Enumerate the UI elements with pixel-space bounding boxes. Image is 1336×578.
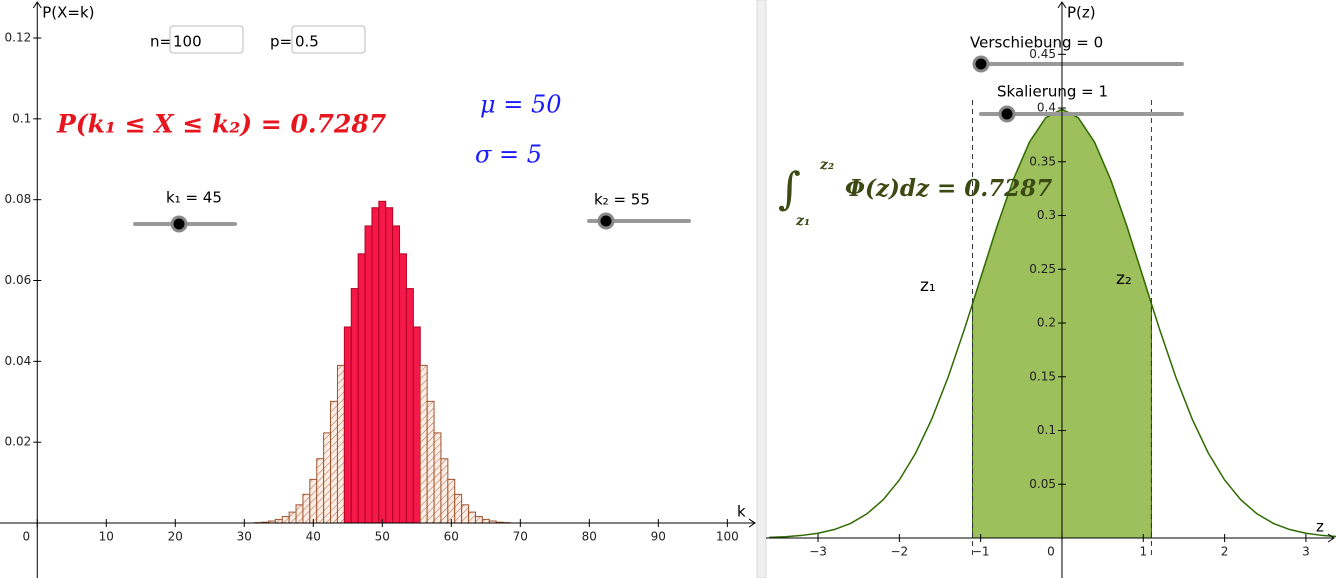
y-axis-arrow [32,1,42,9]
y-tick-label: 0.06 [5,273,32,287]
bar [357,253,366,524]
x-tick-label: 90 [651,530,666,544]
bar [336,364,345,524]
y-tick-label: 0.12 [5,30,32,44]
slider-knob[interactable] [597,212,615,230]
input-value[interactable]: 100 [173,33,202,51]
bar [426,400,435,524]
input-value[interactable]: 0.5 [295,33,319,51]
bar [405,288,414,524]
y-tick-label: 0.25 [1029,262,1056,276]
y-tick-label: 0.1 [1037,423,1056,437]
integral-upper: z₂ [819,157,834,173]
y-tick-label: 0.45 [1029,47,1056,61]
bar [364,225,373,524]
x-tick-label: 30 [237,530,252,544]
y-axis-label: P(X=k) [42,4,94,22]
bar [378,200,387,524]
input-label: p= [270,33,292,51]
x-axis-label: k [737,503,746,521]
bar [385,207,394,524]
y-tick-label: 0.02 [5,435,32,449]
integral-body: Φ(z)dz = 0.7287 [845,175,1052,202]
probability-formula: P(k₁ ≤ X ≤ k₂) = 0.7287 [56,110,387,139]
y-tick-label: 0.1 [12,111,31,125]
bar [461,504,470,524]
bar [481,518,490,524]
slider-label: k₂ = 55 [594,191,650,209]
y-axis-label: P(z) [1067,4,1096,22]
bar [412,326,421,524]
slider-label: Skalierung = 1 [997,83,1108,101]
bound-label: z₂ [1116,269,1132,289]
slider-knob[interactable] [170,215,188,233]
input-label: n= [150,33,172,51]
bar [330,400,338,524]
x-axis-arrow [1327,533,1335,543]
bar [392,225,401,524]
input-box[interactable] [291,25,366,54]
input-box[interactable] [169,25,244,54]
bar [454,493,463,524]
bar [302,493,311,524]
x-tick-label: 0 [1047,545,1055,559]
bar [447,478,456,524]
bar [316,458,325,524]
y-tick-label: 0.2 [1037,316,1056,330]
bar [281,516,290,524]
x-tick-label: 20 [168,530,183,544]
bound-label: z₁ [920,276,936,296]
bar [371,207,380,524]
x-tick-label: 60 [444,530,459,544]
bar [323,432,332,524]
x-tick-label: 70 [513,530,528,544]
y-axis-arrow [1057,1,1067,9]
bar [433,432,442,524]
bar [295,504,304,524]
y-tick-label: 0.3 [1037,208,1056,222]
bar [343,326,352,524]
y-tick-label: 0.08 [5,192,32,206]
x-axis-arrow [748,518,756,528]
x-tick-label: −3 [809,545,827,559]
x-tick-label: 3 [1302,545,1310,559]
x-axis-label: z [1316,518,1324,536]
x-tick-label: 50 [375,530,390,544]
x-tick-label: 10 [99,530,114,544]
sd-label: σ = 5 [475,141,542,169]
integral-sign: ∫ [778,164,801,215]
bar [350,288,359,524]
bar [274,518,283,524]
panel-divider[interactable] [756,0,767,578]
slider-knob[interactable] [998,105,1016,123]
slider-knob[interactable] [972,55,990,73]
slider-label: k₁ = 45 [166,189,222,207]
x-tick-label: 1 [1139,545,1147,559]
x-tick-label: −2 [891,545,909,559]
y-tick-label: 0.04 [5,354,32,368]
bar [309,478,318,524]
y-tick-label: 0.4 [1037,101,1056,115]
bar [419,364,428,524]
bar [474,516,483,524]
bar [468,511,476,524]
x-tick-label: −1 [972,545,990,559]
integral-lower: z₁ [795,213,810,229]
x-tick-label: 0 [22,530,30,544]
mean-label: μ = 50 [480,91,562,119]
x-tick-label: 100 [716,530,739,544]
y-tick-label: 0.15 [1029,369,1056,383]
bar [399,253,407,524]
bar [440,458,449,524]
y-tick-label: 0.35 [1029,154,1056,168]
bar [288,511,297,524]
slider-label: Verschiebung = 0 [970,34,1103,52]
x-tick-label: 2 [1221,545,1229,559]
x-tick-label: 40 [306,530,321,544]
y-tick-label: 0.05 [1029,477,1056,491]
x-tick-label: 80 [582,530,597,544]
